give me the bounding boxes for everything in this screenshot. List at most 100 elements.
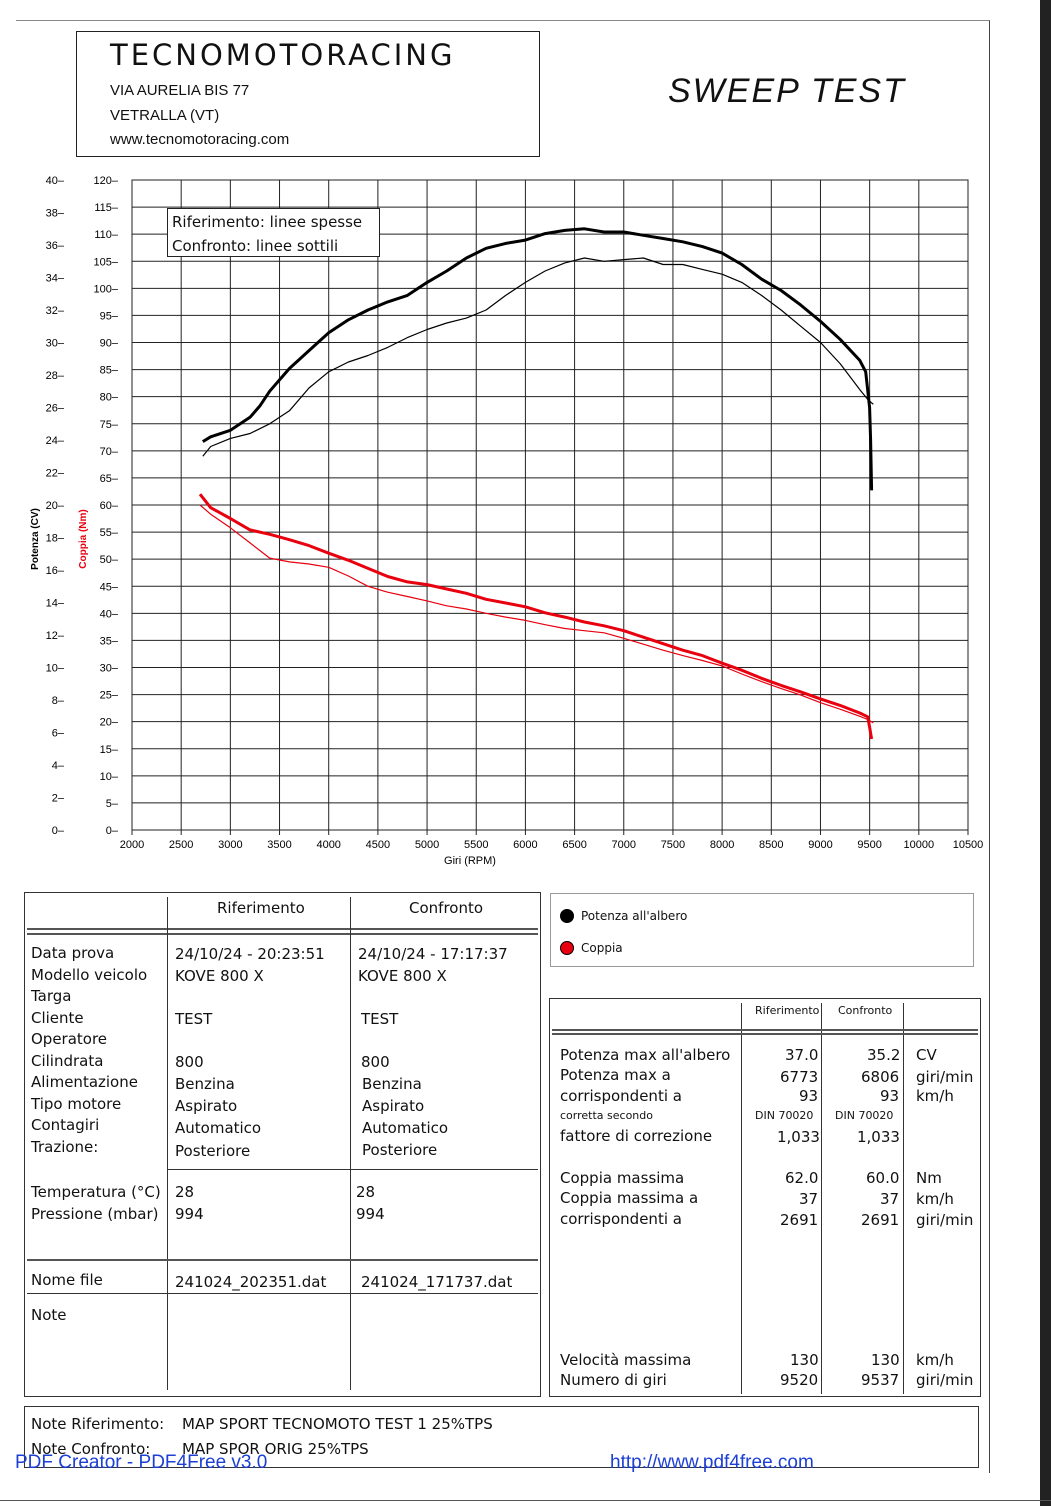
divider (27, 933, 538, 935)
col-header-reference: Riferimento (217, 899, 305, 917)
divider (903, 1003, 904, 1394)
cmp-contagiri: Automatico (362, 1119, 449, 1137)
series-legend: Potenza all'albero Coppia (550, 893, 974, 967)
x-tick-label: 7500 (661, 839, 685, 851)
x-tick-label: 2000 (120, 839, 144, 851)
x-axis-title: Giri (RPM) (444, 855, 496, 867)
label-pressione: Pressione (mbar) (31, 1205, 159, 1223)
x-tick-label: 5500 (464, 839, 488, 851)
x-tick-label: 10500 (953, 839, 984, 851)
pmax-ref: 37.0 (785, 1046, 819, 1064)
fattore-label: fattore di correzione (560, 1127, 713, 1145)
info-labels: Data prova Modello veicolo Targa Cliente… (31, 943, 147, 1158)
torque-tick-label: 70– (100, 446, 119, 458)
din-label: corretta secondo (560, 1109, 653, 1122)
col-header-comparison: Confronto (409, 899, 484, 917)
company-name: TECNOMOTORACING (110, 38, 456, 72)
pmax-unit: CV (916, 1046, 937, 1064)
x-tick-label: 6000 (513, 839, 537, 851)
pmaxa-ref: 6773 (780, 1068, 819, 1086)
cmp-data: 24/10/24 - 17:17:37 (358, 945, 508, 963)
label-cliente: Cliente (31, 1008, 84, 1027)
torque-tick-label: 75– (100, 419, 119, 431)
x-tick-label: 10000 (904, 839, 935, 851)
ngiri-label: Numero di giri (560, 1371, 667, 1389)
power-tick-label: 20– (46, 500, 65, 512)
company-box: TECNOMOTORACING VIA AURELIA BIS 77 VETRA… (76, 31, 540, 157)
power-tick-label: 2– (52, 793, 65, 805)
power-tick-label: 0– (52, 825, 65, 837)
torque-comparison-line (199, 504, 874, 724)
page-border (16, 20, 990, 1473)
power-tick-label: 32– (46, 305, 65, 317)
vmax-label: Velocità massima (560, 1351, 692, 1369)
torque-reference-line (198, 493, 874, 740)
torque-tick-label: 60– (100, 500, 119, 512)
ccorr-cmp: 2691 (861, 1211, 900, 1229)
results-col-reference: Riferimento (755, 1004, 820, 1017)
power-tick-label: 22– (46, 468, 65, 480)
pdf4free-link[interactable]: http://www.pdf4free.com (610, 1452, 814, 1473)
pmaxa-label: Potenza max a (560, 1066, 671, 1084)
power-tick-label: 14– (46, 598, 65, 610)
cmax-unit: Nm (916, 1169, 942, 1187)
notes-box: Note Riferimento: MAP SPORT TECNOMOTO TE… (24, 1406, 979, 1468)
ref-nome-file: 241024_202351.dat (175, 1273, 327, 1291)
divider (552, 1029, 978, 1031)
x-tick-label: 4500 (366, 839, 390, 851)
ngiri-cmp: 9537 (861, 1371, 900, 1389)
label-nome-file: Nome file (31, 1271, 103, 1289)
ccorr-ref: 2691 (780, 1211, 819, 1229)
power-tick-label: 24– (46, 435, 65, 447)
note-cmp-value: MAP SPOR ORIG 25%TPS (182, 1440, 369, 1458)
divider (27, 1293, 538, 1294)
divider (350, 897, 351, 1390)
torque-tick-label: 5– (106, 798, 119, 810)
torque-tick-label: 85– (100, 365, 119, 377)
torque-tick-label: 95– (100, 310, 119, 322)
cmaxa-label: Coppia massima a (560, 1189, 699, 1207)
torque-tick-label: 120– (94, 175, 119, 187)
vmax-unit: km/h (916, 1351, 954, 1369)
torque-tick-label: 115– (94, 202, 119, 214)
cmax-label: Coppia massima (560, 1169, 685, 1187)
label-contagiri: Contagiri (31, 1116, 100, 1134)
fattore-ref: 1,033 (777, 1128, 820, 1146)
power-tick-label: 18– (46, 533, 65, 545)
test-info-table: Riferimento Confronto Data prova Modello… (24, 892, 541, 1397)
ref-cilindrata: 800 (175, 1053, 204, 1071)
pmaxa-unit: giri/min (916, 1068, 974, 1086)
divider (27, 1259, 538, 1261)
power-dot-icon (560, 909, 574, 923)
divider (27, 928, 538, 930)
power-comparison-line (202, 257, 874, 457)
company-website[interactable]: www.tecnomotoracing.com (110, 131, 290, 148)
ref-modello: KOVE 800 X (175, 967, 264, 985)
ref-pressione: 994 (175, 1205, 204, 1223)
torque-tick-label: 105– (94, 256, 119, 268)
divider (741, 1003, 742, 1394)
power-tick-label: 4– (52, 760, 65, 772)
legend-reference: Riferimento: linee spesse (172, 213, 363, 231)
power-tick-label: 36– (46, 240, 65, 252)
chart-legend: Riferimento: linee spesse Confronto: lin… (167, 208, 380, 257)
corr-label: corrispondenti a (560, 1087, 682, 1105)
torque-tick-label: 35– (100, 635, 119, 647)
torque-tick-label: 15– (100, 744, 119, 756)
ccorr-label: corrispondenti a (560, 1210, 682, 1228)
torque-tick-label: 110– (94, 229, 119, 241)
x-tick-label: 5000 (415, 839, 439, 851)
power-reference-line (202, 227, 874, 491)
label-targa: Targa (31, 987, 72, 1005)
label-alimentazione: Alimentazione (31, 1073, 138, 1091)
ref-alimentazione: Benzina (175, 1075, 235, 1093)
power-tick-label: 28– (46, 370, 65, 382)
torque-tick-label: 0– (106, 825, 119, 837)
company-address: VIA AURELIA BIS 77 (110, 82, 250, 99)
x-tick-label: 6500 (562, 839, 586, 851)
cmp-trazione: Posteriore (362, 1141, 438, 1159)
torque-tick-label: 90– (100, 338, 119, 350)
torque-tick-label: 80– (100, 392, 119, 404)
power-tick-label: 38– (46, 208, 65, 220)
note-ref-label: Note Riferimento: (31, 1415, 165, 1433)
